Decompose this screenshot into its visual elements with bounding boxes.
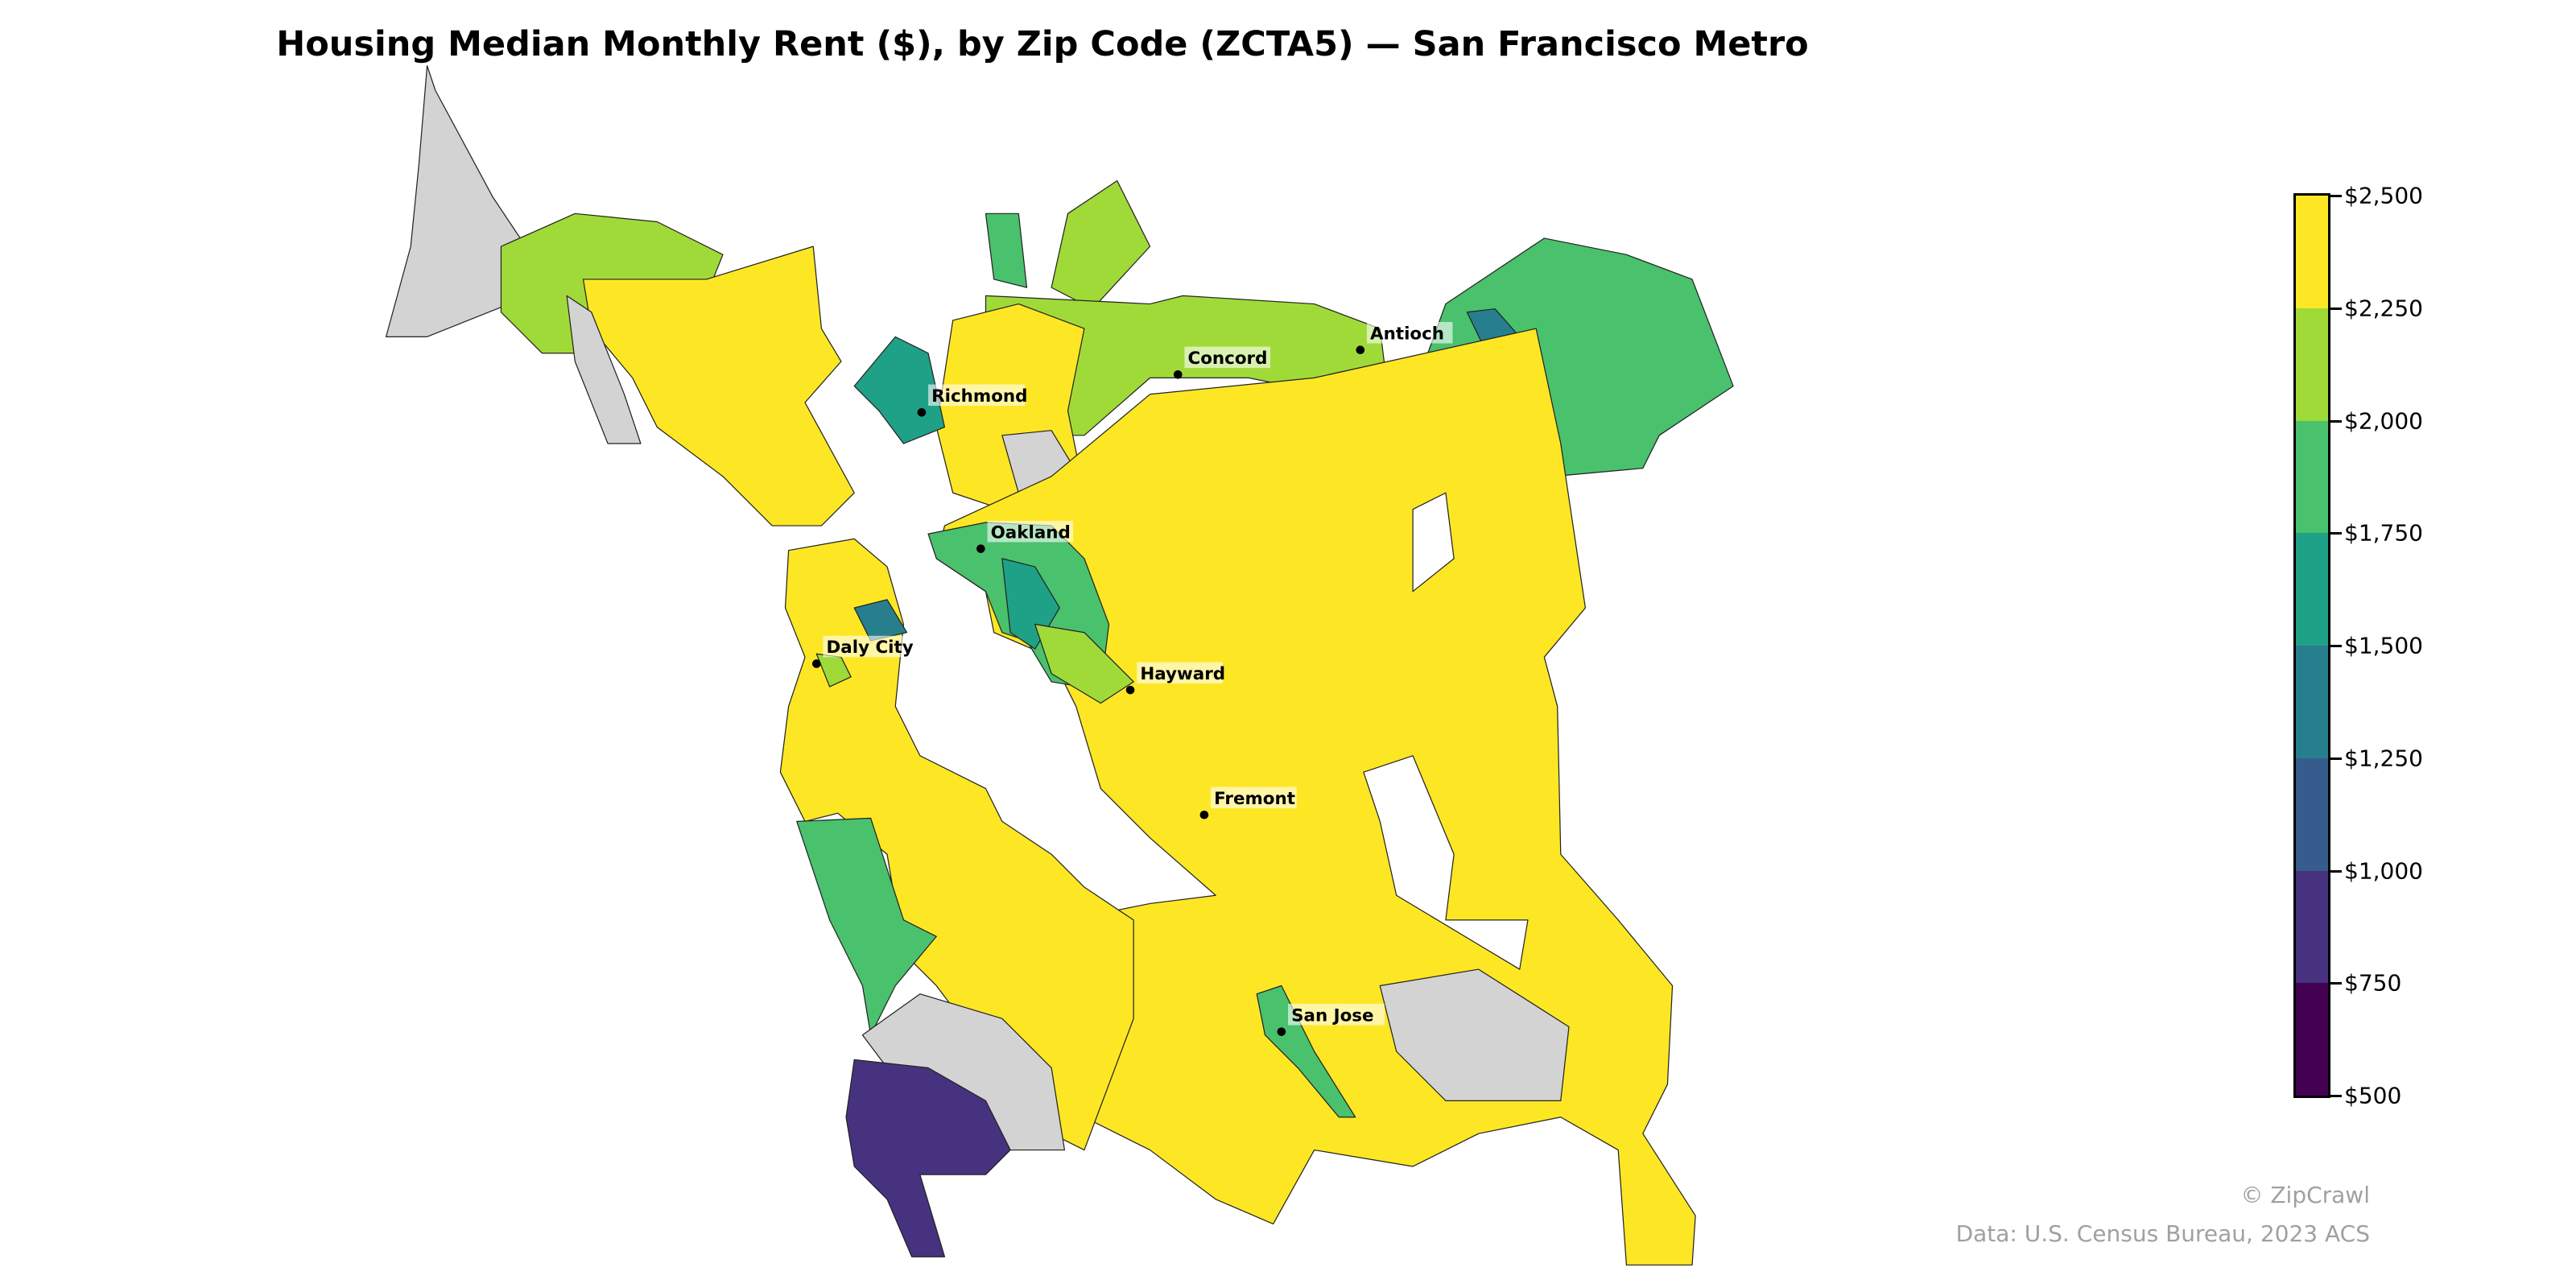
city-label-fremont: Fremont [1199,786,1297,819]
colorbar-tick [2330,1095,2342,1097]
city-dot [1356,345,1365,354]
region-nodata-marin-coast [385,65,526,337]
city-label-san-jose: San Jose [1277,1003,1385,1036]
region-hayward-green [1034,623,1134,704]
city-dot [976,544,985,553]
colorbar-tick-label: $500 [2344,1082,2402,1109]
colorbar-tick [2330,757,2342,760]
colorbar-tick [2330,307,2342,310]
city-name: San Jose [1291,1005,1373,1026]
city-name: Concord [1188,349,1268,369]
region-sf-teal [853,599,908,642]
colorbar-tick-label: $1,750 [2344,519,2423,547]
colorbar-tick-label: $750 [2344,969,2402,997]
colorbar-tick-label: $2,250 [2344,295,2423,322]
city-dot [1173,370,1183,379]
colorbar [2293,193,2330,1098]
colorbar-tick [2330,195,2342,197]
region-santa-cruz-mtn [845,1059,1011,1257]
city-label-concord: Concord [1173,346,1270,379]
region-nodata-pt-reyes [566,295,642,444]
city-dot [917,407,927,417]
region-san-jose-green [1256,985,1356,1118]
colorbar-bin [2296,758,2328,871]
city-label-richmond: Richmond [917,384,1027,417]
city-label-hayward: Hayward [1125,662,1225,695]
city-dot [1277,1027,1286,1036]
region-richmond-teal [853,336,946,444]
region-vallejo [985,213,1028,288]
region-marin [582,246,855,526]
colorbar-bin [2296,533,2328,646]
city-label-oakland: Oakland [976,520,1074,553]
region-napa [1051,180,1151,310]
region-peninsula [779,538,1134,1151]
colorbar-bin [2296,196,2328,308]
colorbar-tick-label: $1,250 [2344,745,2423,772]
colorbar-tick-label: $1,000 [2344,857,2423,884]
region-park-hole-2 [1363,755,1529,970]
region-half-moon-bay [796,817,937,1036]
city-name: Oakland [991,522,1071,543]
city-label-daly-city: Daly City [811,635,931,668]
city-dot [811,659,821,668]
city-label-antioch: Antioch [1356,322,1453,354]
city-name: Hayward [1140,664,1225,684]
city-name: Richmond [931,386,1027,407]
city-name: Daly City [827,638,914,658]
colorbar-tick [2330,869,2342,873]
colorbar-tick [2330,419,2342,423]
source-credit: Data: U.S. Census Bureau, 2023 ACS [1955,1220,2370,1247]
colorbar-tick [2330,645,2342,647]
city-name: Antioch [1370,324,1444,344]
colorbar-tick [2330,982,2342,985]
region-park-hole-1 [1412,492,1455,592]
colorbar-tick-label: $1,500 [2344,632,2423,659]
colorbar-bin [2296,870,2328,984]
brand-credit: © ZipCrawl [2240,1182,2370,1208]
city-dot [1199,810,1209,819]
colorbar-bin [2296,646,2328,758]
colorbar-bin [2296,308,2328,421]
colorbar-bin [2296,420,2328,534]
colorbar-tick-label: $2,000 [2344,407,2423,434]
region-nodata-east [1379,968,1570,1101]
colorbar-tick-label: $2,500 [2344,182,2423,209]
map-title: Housing Median Monthly Rent ($), by Zip … [276,24,1809,64]
city-dot [1125,685,1135,695]
colorbar-tick [2330,532,2342,535]
colorbar-bin [2296,983,2328,1096]
city-name: Fremont [1214,789,1295,809]
